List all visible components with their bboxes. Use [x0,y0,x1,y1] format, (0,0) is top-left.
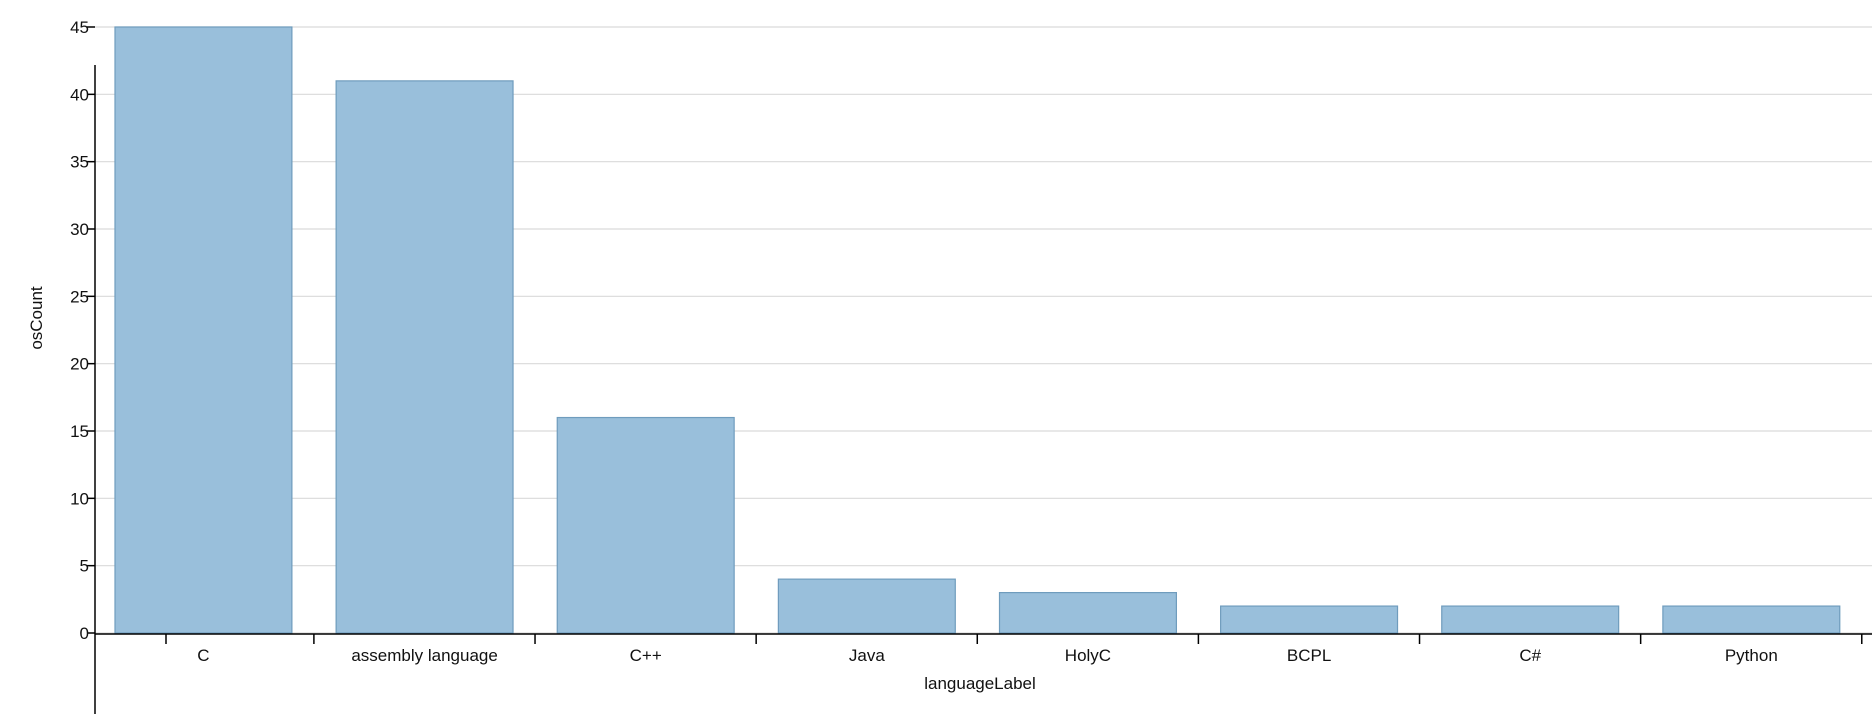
y-tick-label: 5 [80,557,89,576]
y-tick-label: 20 [70,355,89,374]
x-axis-title: languageLabel [924,674,1036,693]
bar-java [777,578,956,634]
x-tick-label: C# [1519,646,1541,665]
x-tick-label: assembly language [351,646,497,665]
y-tick-label: 35 [70,153,89,172]
y-tick-labels: 0 5 10 15 20 25 30 35 40 45 [70,18,95,643]
y-tick-label: 45 [70,18,89,37]
y-tick-label: 15 [70,422,89,441]
x-tick-label: Java [849,646,885,665]
x-tick-label: Python [1725,646,1778,665]
bar-c [114,26,293,634]
x-tick-label: HolyC [1065,646,1111,665]
x-tick-label: BCPL [1287,646,1331,665]
x-tick-label: C++ [630,646,662,665]
bar-python [1662,605,1841,634]
y-tick-label: 0 [80,624,89,643]
bar-holyc [998,591,1177,634]
x-tick-label: C [197,646,209,665]
bar-assembly-language [335,80,514,634]
y-tick-label: 40 [70,85,89,104]
bar-c [1441,605,1620,634]
bar-bcpl [1220,605,1399,634]
bar-c [556,416,735,634]
y-axis-title: osCount [27,286,46,350]
y-tick-label: 30 [70,220,89,239]
y-tick-label: 10 [70,489,89,508]
bars [114,26,1841,634]
y-tick-label: 25 [70,287,89,306]
